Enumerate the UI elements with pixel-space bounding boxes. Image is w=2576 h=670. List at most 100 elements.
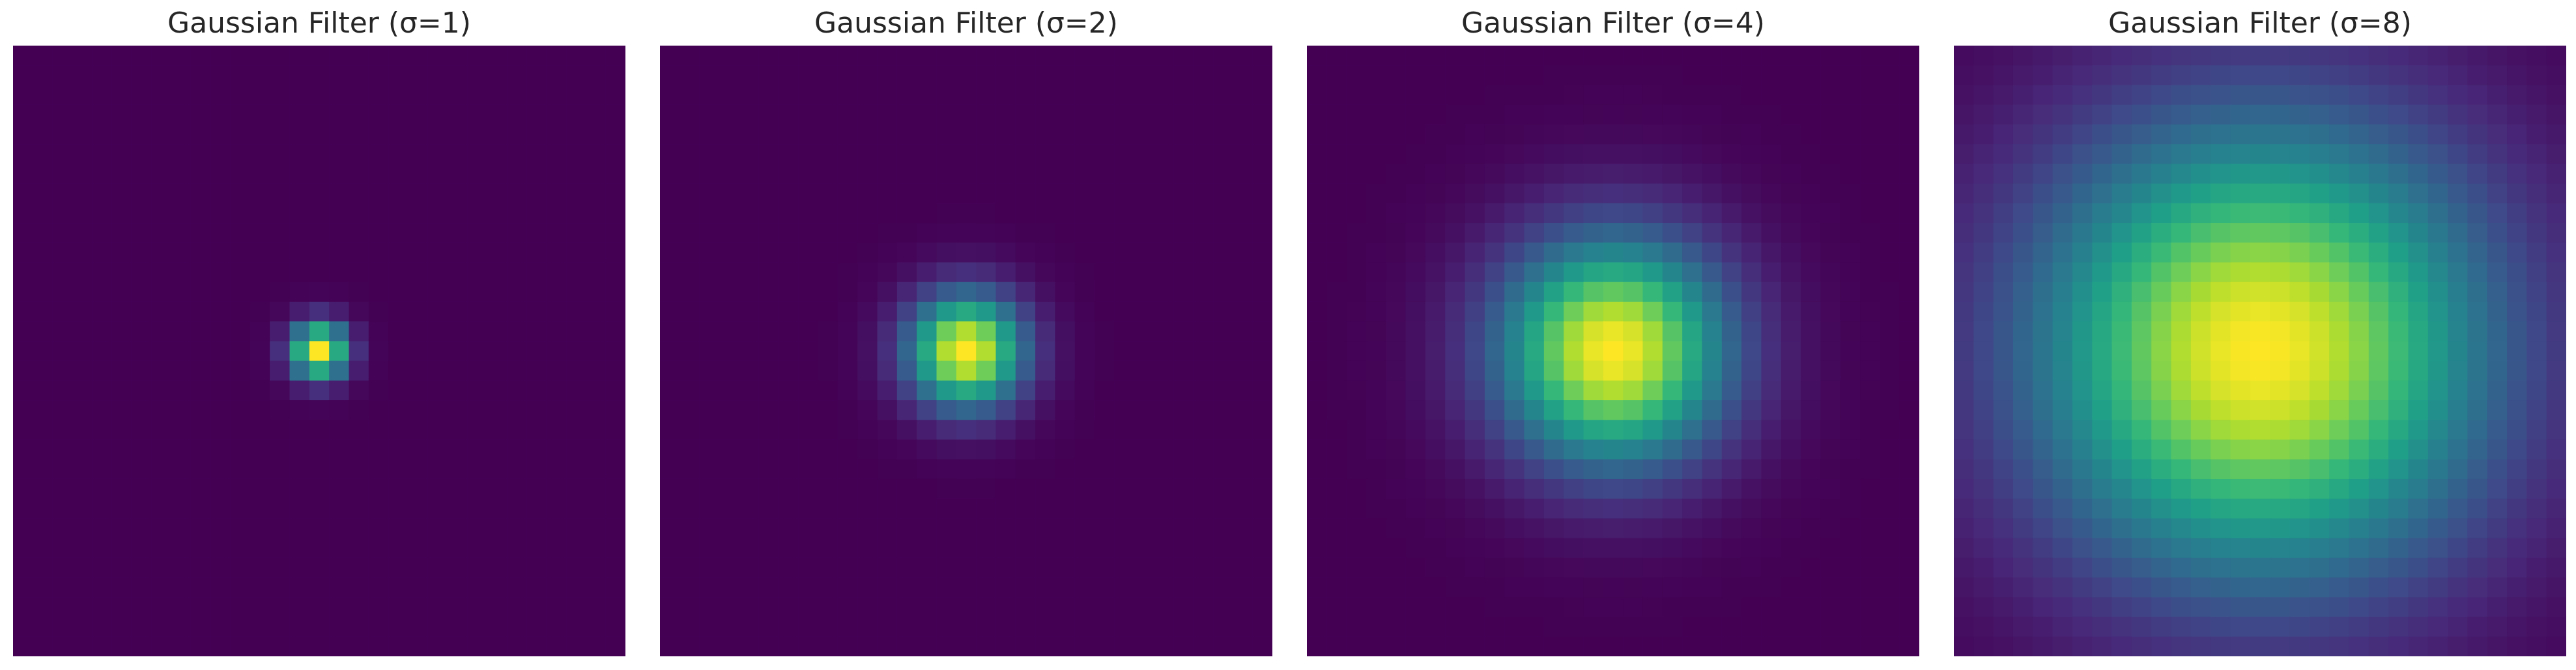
heatmap-cell — [507, 439, 527, 460]
heatmap-cell — [507, 124, 527, 145]
heatmap-cell — [739, 439, 760, 460]
heatmap-cell — [507, 104, 527, 125]
heatmap-cell — [427, 459, 448, 480]
heatmap-cell — [131, 183, 152, 204]
heatmap-cell — [837, 400, 858, 420]
heatmap-cell — [1504, 104, 1525, 125]
heatmap-cell — [2052, 617, 2073, 637]
heatmap-cell — [1366, 360, 1386, 381]
heatmap-cell — [1035, 203, 1056, 224]
heatmap-cell — [1702, 203, 1723, 224]
heatmap-cell — [837, 301, 858, 322]
heatmap-cell — [956, 400, 977, 420]
heatmap-cell — [1880, 557, 1900, 578]
heatmap-cell — [72, 617, 93, 637]
heatmap-cell — [758, 183, 779, 204]
heatmap-cell — [1973, 597, 1994, 618]
heatmap-cell — [2211, 518, 2231, 539]
heatmap-cell — [309, 223, 330, 243]
heatmap-cell — [1761, 144, 1782, 164]
heatmap-cell — [190, 124, 211, 145]
heatmap-cell — [52, 557, 73, 578]
heatmap-cell — [1860, 223, 1880, 243]
heatmap-cell — [2448, 164, 2468, 184]
heatmap-cell — [917, 85, 937, 106]
heatmap-cell — [2408, 321, 2429, 342]
heatmap-cell — [2349, 577, 2369, 598]
heatmap-cell — [1035, 301, 1056, 322]
heatmap-cell — [1504, 203, 1525, 224]
heatmap-cell — [739, 459, 760, 480]
heatmap-cell — [2507, 636, 2527, 656]
heatmap-cell — [1781, 65, 1801, 86]
heatmap-cell — [1015, 557, 1036, 578]
heatmap-cell — [1642, 164, 1663, 184]
heatmap-cell — [1721, 636, 1742, 656]
heatmap-cell — [427, 144, 448, 164]
heatmap-cell — [33, 400, 53, 420]
heatmap-cell — [1721, 577, 1742, 598]
heatmap-cell — [1761, 380, 1782, 401]
heatmap-cell — [1781, 617, 1801, 637]
heatmap-cell — [1173, 183, 1194, 204]
heatmap-cell — [2487, 617, 2508, 637]
heatmap-cell — [818, 282, 838, 302]
heatmap-cell — [1543, 557, 1564, 578]
heatmap-cell — [837, 164, 858, 184]
heatmap-cell — [1642, 262, 1663, 283]
heatmap-cell — [1366, 144, 1386, 164]
heatmap-cell — [956, 144, 977, 164]
heatmap-cell — [2111, 262, 2132, 283]
heatmap-cell — [92, 420, 113, 441]
heatmap-cell — [111, 164, 132, 184]
heatmap-cell — [1899, 104, 1919, 125]
heatmap-cell — [2487, 223, 2508, 243]
heatmap-cell — [1233, 400, 1253, 420]
heatmap-cell — [660, 557, 680, 578]
heatmap-cell — [2368, 478, 2389, 499]
heatmap-cell — [2427, 499, 2448, 519]
heatmap-cell — [2507, 65, 2527, 86]
heatmap-cell — [92, 65, 113, 86]
heatmap-cell — [586, 459, 607, 480]
heatmap-cell — [190, 282, 211, 302]
heatmap-cell — [2250, 124, 2270, 145]
heatmap-cell — [896, 439, 917, 460]
heatmap-cell — [2408, 144, 2429, 164]
heatmap-cell — [1015, 577, 1036, 598]
heatmap-cell — [1524, 321, 1545, 342]
heatmap-cell — [896, 183, 917, 204]
heatmap-cell — [1899, 183, 1919, 204]
heatmap-cell — [289, 360, 310, 381]
heatmap-cell — [1233, 597, 1253, 618]
heatmap-cell — [896, 478, 917, 499]
heatmap-cell — [699, 538, 720, 559]
heatmap-cell — [2111, 478, 2132, 499]
heatmap-cell — [1702, 400, 1723, 420]
heatmap-cell — [1840, 617, 1861, 637]
heatmap-cell — [2250, 459, 2270, 480]
heatmap-cell — [566, 360, 586, 381]
heatmap-cell — [1445, 360, 1466, 381]
heatmap-cell — [2151, 400, 2172, 420]
heatmap-cell — [250, 420, 270, 441]
heatmap-cell — [388, 242, 409, 263]
heatmap-cell — [111, 46, 132, 66]
heatmap-cell — [2526, 164, 2547, 184]
heatmap-cell — [2250, 499, 2270, 519]
heatmap-cell — [2171, 321, 2192, 342]
heatmap-cell — [2111, 538, 2132, 559]
heatmap-cell — [2329, 478, 2350, 499]
heatmap-cell — [739, 144, 760, 164]
heatmap-cell — [2526, 124, 2547, 145]
heatmap-cell — [2487, 341, 2508, 362]
heatmap-cell — [388, 124, 409, 145]
heatmap-cell — [586, 380, 607, 401]
heatmap-cell — [1721, 262, 1742, 283]
heatmap-cell — [1035, 223, 1056, 243]
heatmap-cell — [2033, 499, 2054, 519]
heatmap-cell — [1721, 557, 1742, 578]
heatmap-cell — [2211, 597, 2231, 618]
heatmap-cell — [2092, 538, 2113, 559]
heatmap-cell — [1425, 65, 1446, 86]
